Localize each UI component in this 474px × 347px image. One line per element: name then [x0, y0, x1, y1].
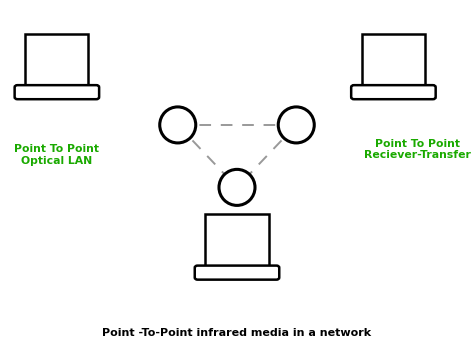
Text: Point To Point
Reciever-Transfer: Point To Point Reciever-Transfer [364, 139, 471, 160]
Bar [25, 34, 88, 86]
Bar [205, 214, 268, 267]
Ellipse shape [219, 169, 255, 205]
FancyBboxPatch shape [195, 265, 279, 280]
Bar [362, 34, 425, 86]
FancyBboxPatch shape [15, 85, 99, 99]
Bar [392, 39, 395, 47]
Ellipse shape [278, 107, 314, 143]
Bar [55, 39, 58, 47]
Text: Point To Point
Optical LAN: Point To Point Optical LAN [14, 144, 100, 166]
Bar [236, 220, 238, 228]
FancyBboxPatch shape [351, 85, 436, 99]
Ellipse shape [160, 107, 196, 143]
Text: Point -To-Point infrared media in a network: Point -To-Point infrared media in a netw… [102, 328, 372, 338]
